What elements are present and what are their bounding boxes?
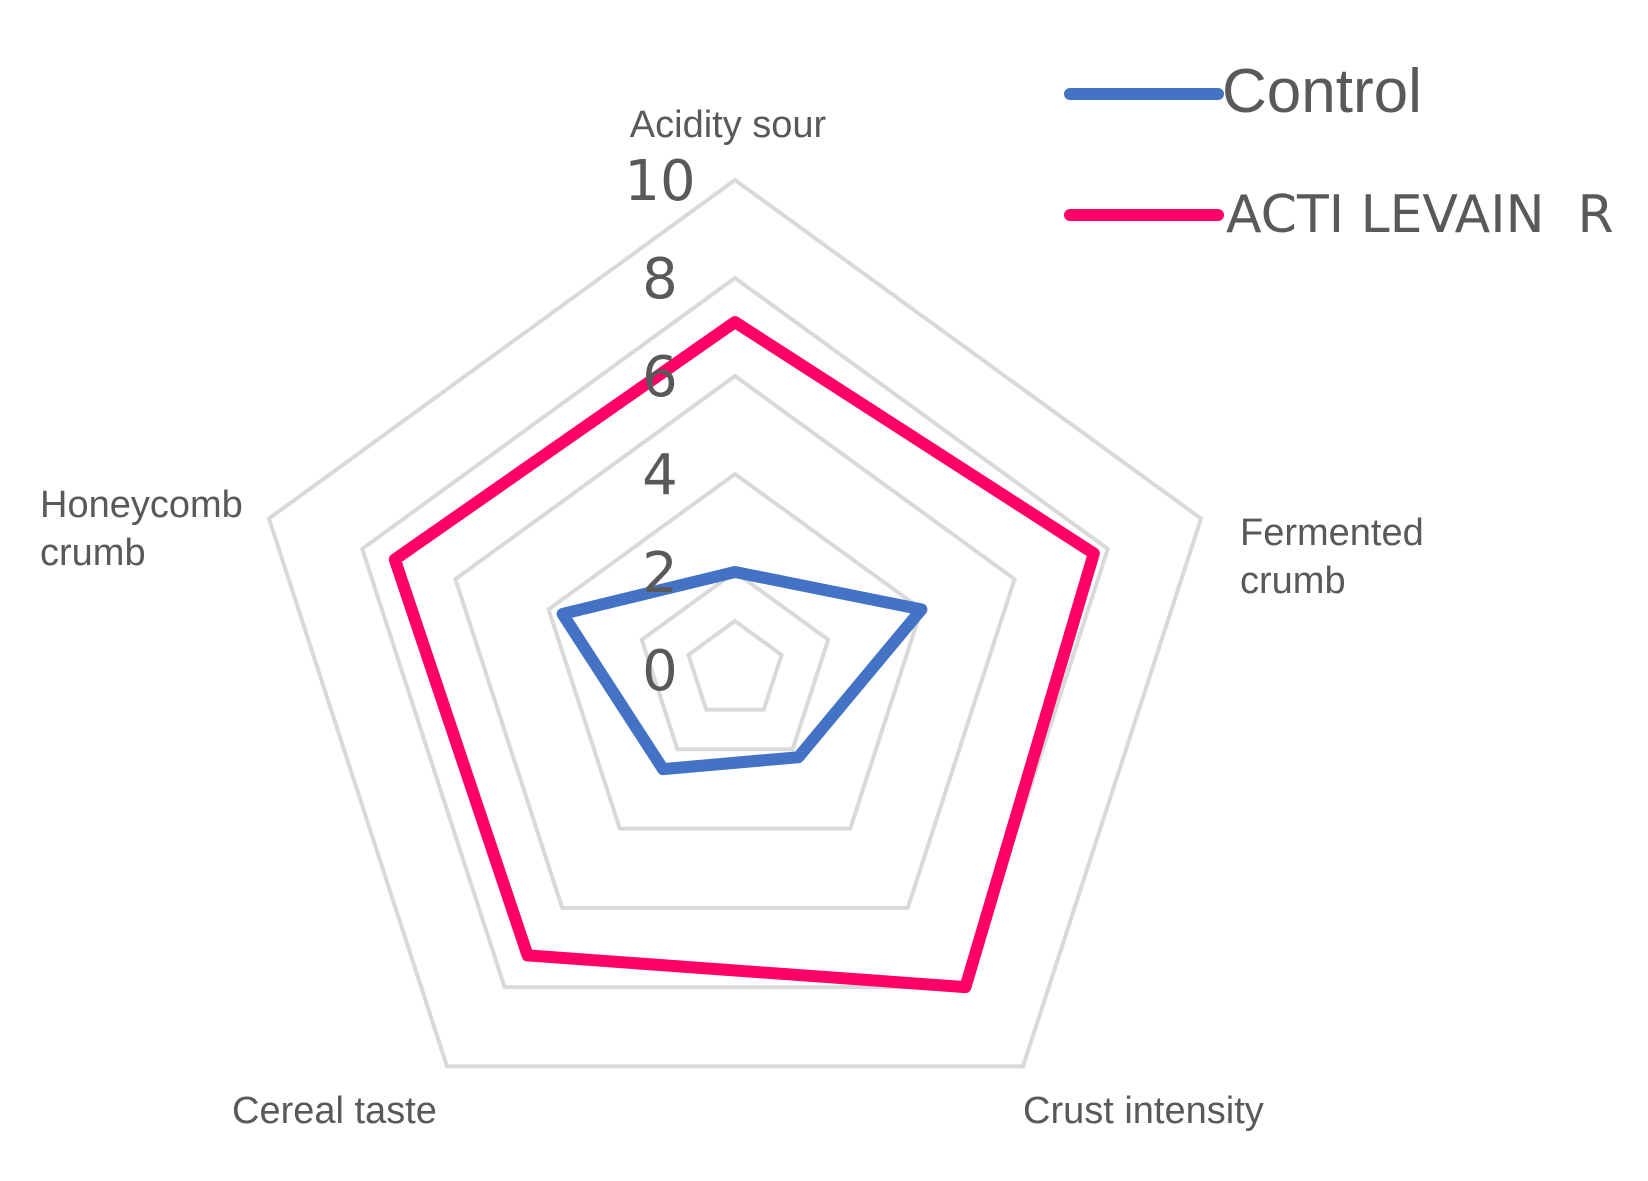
legend-label-acti-levain: ACTI LEVAIN R bbox=[1226, 185, 1614, 245]
legend-label-control: Control bbox=[1222, 57, 1422, 126]
grid-ring-6 bbox=[453, 373, 1017, 910]
series-line-control bbox=[556, 566, 928, 776]
axis-label-fermented-crumb: Fermented crumb bbox=[1240, 512, 1424, 602]
tick-label-10: 10 bbox=[624, 149, 695, 214]
axis-label-cereal-taste: Cereal taste bbox=[232, 1090, 437, 1132]
axis-labels: Acidity sour Fermented crumb Crust intensit… bbox=[40, 104, 1424, 1132]
grid-ring-0 bbox=[686, 618, 784, 712]
series-line-acti-levain-r bbox=[388, 316, 1100, 994]
axis-label-honeycomb-crumb: Honeycomb crumb bbox=[40, 484, 243, 574]
tick-label-8: 8 bbox=[642, 247, 678, 312]
tick-label-0: 0 bbox=[642, 639, 678, 704]
tick-label-2: 2 bbox=[642, 541, 678, 606]
tick-labels: 0 2 4 6 8 10 bbox=[624, 149, 695, 704]
legend: Control ACTI LEVAIN R bbox=[1064, 57, 1614, 245]
grid-ring-10 bbox=[266, 177, 1204, 1069]
grid-ring-4 bbox=[546, 471, 924, 831]
radar-grid bbox=[266, 177, 1204, 1069]
tick-label-4: 4 bbox=[642, 443, 678, 508]
grid-ring-2 bbox=[639, 569, 831, 752]
grid-ring-8 bbox=[359, 275, 1111, 990]
tick-label-6: 6 bbox=[642, 345, 678, 410]
series-layer bbox=[388, 316, 1100, 994]
axis-label-acidity-sour: Acidity sour bbox=[630, 104, 827, 146]
axis-label-crust-intensity: Crust intensity bbox=[1023, 1090, 1264, 1132]
